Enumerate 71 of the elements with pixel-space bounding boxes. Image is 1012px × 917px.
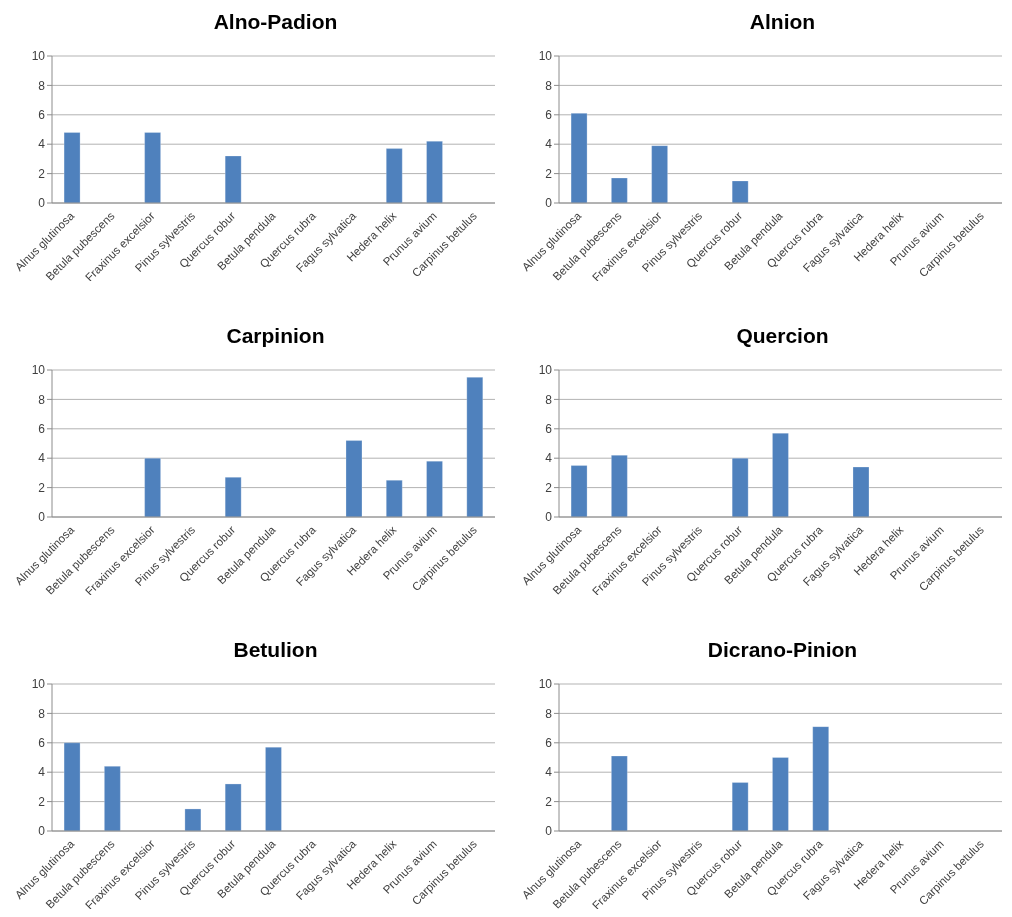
- bar: [144, 132, 161, 203]
- y-tick-label: 10: [31, 49, 46, 64]
- chart-title: Alnion: [748, 9, 817, 35]
- y-tick-label: 8: [38, 392, 46, 407]
- chart-title: Quercion: [735, 323, 830, 349]
- bar: [611, 177, 628, 203]
- y-tick-label: 4: [38, 765, 46, 780]
- bar: [184, 808, 202, 831]
- y-tick-label: 6: [38, 736, 46, 751]
- bar: [345, 440, 363, 517]
- y-tick-label: 2: [545, 166, 553, 181]
- y-tick-label: 6: [545, 422, 553, 437]
- bar: [144, 457, 161, 517]
- y-tick-label: 10: [538, 363, 553, 378]
- bar: [224, 477, 242, 517]
- y-tick-label: 6: [38, 108, 46, 123]
- bar: [570, 113, 588, 203]
- y-tick-label: 0: [38, 824, 46, 839]
- y-tick-label: 2: [38, 166, 46, 181]
- bar: [570, 465, 588, 517]
- y-tick-label: 0: [545, 824, 553, 839]
- y-tick-label: 0: [545, 510, 553, 525]
- y-tick-label: 2: [545, 480, 553, 495]
- y-tick-label: 2: [38, 794, 46, 809]
- bar: [731, 180, 749, 203]
- y-tick-label: 2: [38, 480, 46, 495]
- y-tick-label: 8: [38, 706, 46, 721]
- y-tick-label: 4: [38, 451, 46, 466]
- bar: [426, 141, 443, 203]
- bar: [63, 742, 81, 831]
- bar: [386, 148, 403, 203]
- bar: [772, 757, 789, 831]
- y-tick-label: 4: [545, 137, 553, 152]
- chart-title: Betulion: [232, 637, 319, 663]
- bar: [426, 460, 443, 517]
- bar: [63, 132, 81, 203]
- y-tick-label: 10: [31, 677, 46, 692]
- bar: [104, 766, 121, 831]
- bar: [731, 457, 749, 517]
- bar: [224, 783, 242, 831]
- y-tick-label: 6: [545, 736, 553, 751]
- y-tick-label: 4: [38, 137, 46, 152]
- y-tick-label: 8: [545, 78, 553, 93]
- y-tick-label: 8: [38, 78, 46, 93]
- bar: [852, 466, 870, 517]
- chart-title: Carpinion: [225, 323, 326, 349]
- bar: [731, 782, 749, 831]
- y-tick-label: 6: [38, 422, 46, 437]
- bar: [466, 377, 484, 517]
- y-tick-label: 10: [538, 49, 553, 64]
- bar: [224, 155, 242, 203]
- y-tick-label: 4: [545, 765, 553, 780]
- bar: [386, 480, 403, 517]
- bar: [651, 145, 668, 203]
- y-tick-label: 0: [38, 196, 46, 211]
- y-tick-label: 0: [545, 196, 553, 211]
- y-tick-label: 6: [545, 108, 553, 123]
- bar: [611, 455, 628, 517]
- y-tick-label: 0: [38, 510, 46, 525]
- y-tick-label: 10: [31, 363, 46, 378]
- chart-title: Dicrano-Pinion: [706, 637, 859, 663]
- bar: [772, 432, 789, 517]
- bar: [812, 726, 829, 831]
- y-tick-label: 4: [545, 451, 553, 466]
- y-tick-label: 10: [538, 677, 553, 692]
- chart-title: Alno-Padion: [212, 9, 339, 35]
- y-tick-label: 8: [545, 706, 553, 721]
- y-tick-label: 2: [545, 794, 553, 809]
- bar: [611, 755, 628, 831]
- bar: [265, 746, 282, 831]
- y-tick-label: 8: [545, 392, 553, 407]
